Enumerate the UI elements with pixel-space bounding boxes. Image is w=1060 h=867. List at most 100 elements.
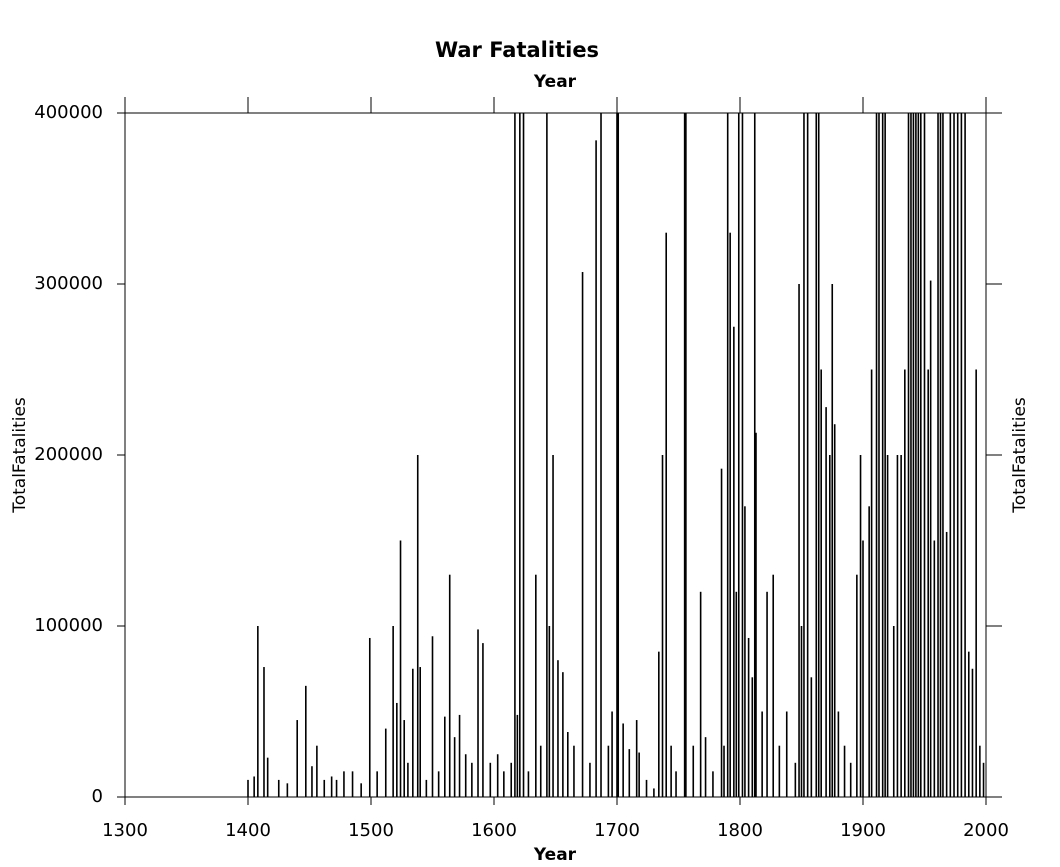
y-tick-label: 200000: [34, 444, 103, 465]
bar: [416, 455, 419, 797]
bar: [277, 779, 280, 797]
bar: [747, 637, 750, 797]
bar: [929, 280, 932, 798]
bar: [833, 424, 836, 797]
bar: [535, 574, 537, 797]
bar: [810, 677, 813, 797]
bar: [975, 369, 977, 797]
bar: [803, 113, 805, 797]
bar: [335, 779, 338, 797]
bar: [616, 113, 618, 797]
bar: [539, 745, 542, 797]
bar: [910, 113, 912, 797]
bar: [828, 455, 831, 797]
bar: [886, 455, 889, 797]
bar: [675, 771, 677, 797]
bar: [419, 667, 421, 797]
x-tick-label: 1900: [840, 820, 886, 841]
bar: [396, 702, 398, 797]
bar: [471, 762, 473, 797]
bar: [741, 113, 744, 797]
bar: [870, 369, 873, 797]
bar: [917, 113, 920, 797]
bar: [661, 455, 664, 797]
bar: [638, 752, 640, 797]
bar: [567, 732, 569, 797]
bar: [904, 369, 906, 797]
bar: [907, 113, 910, 797]
bar: [753, 113, 756, 797]
bar: [263, 667, 265, 797]
bar: [351, 771, 354, 797]
bar: [859, 455, 862, 797]
bar: [815, 113, 818, 797]
bar: [982, 762, 985, 797]
x-tick-label: 2000: [963, 820, 1009, 841]
bar: [503, 771, 505, 797]
bar: [557, 660, 559, 797]
bar: [723, 745, 725, 797]
bar: [900, 455, 902, 797]
bar: [617, 113, 620, 797]
bar: [766, 591, 768, 797]
x-tick-label: 1400: [225, 820, 271, 841]
bar: [831, 284, 834, 797]
bar: [573, 745, 575, 797]
bar: [785, 711, 788, 797]
bar: [825, 407, 827, 797]
bar: [939, 113, 942, 797]
bar: [496, 754, 499, 797]
bar: [927, 369, 929, 797]
bar: [658, 651, 660, 797]
bar: [945, 531, 948, 797]
bar: [510, 762, 513, 797]
bar: [368, 637, 371, 797]
bar: [384, 728, 387, 797]
bar: [800, 626, 803, 797]
bar: [464, 754, 467, 797]
bar: [896, 455, 899, 797]
bar: [257, 626, 259, 797]
bar: [881, 113, 884, 797]
bar: [266, 757, 269, 797]
bar: [653, 788, 655, 797]
bar: [670, 745, 672, 797]
bar: [971, 668, 974, 797]
bar: [856, 574, 858, 797]
bar: [399, 540, 402, 797]
bar: [431, 636, 434, 797]
bar: [412, 668, 414, 797]
bar: [964, 113, 966, 797]
bar: [967, 651, 970, 797]
y-axis-label: TotalFatalities: [10, 397, 30, 514]
y-tick-label: 0: [92, 786, 103, 807]
bar: [330, 776, 333, 797]
bar: [247, 779, 249, 797]
bar: [923, 113, 926, 797]
x-tick-label: 1300: [102, 820, 148, 841]
bar: [849, 762, 852, 797]
bar: [607, 745, 610, 797]
bar: [458, 714, 461, 797]
bar: [953, 113, 955, 797]
bar: [729, 232, 731, 797]
bar: [956, 113, 959, 797]
bar: [600, 113, 602, 797]
bar: [316, 745, 318, 797]
x-axis-label: Year: [533, 845, 577, 865]
bar: [942, 113, 944, 797]
bar: [878, 113, 880, 797]
bar: [425, 779, 428, 797]
bar: [286, 783, 289, 797]
bar: [403, 720, 406, 797]
bar: [868, 506, 870, 797]
bar: [635, 720, 638, 797]
bar: [622, 723, 624, 797]
y2-axis-label: TotalFatalities: [1010, 397, 1030, 514]
bar: [407, 762, 409, 797]
y-tick-label: 300000: [34, 273, 103, 294]
y-tick-label: 100000: [34, 615, 103, 636]
bar: [726, 113, 729, 797]
bar: [323, 779, 326, 797]
bar: [720, 468, 723, 797]
